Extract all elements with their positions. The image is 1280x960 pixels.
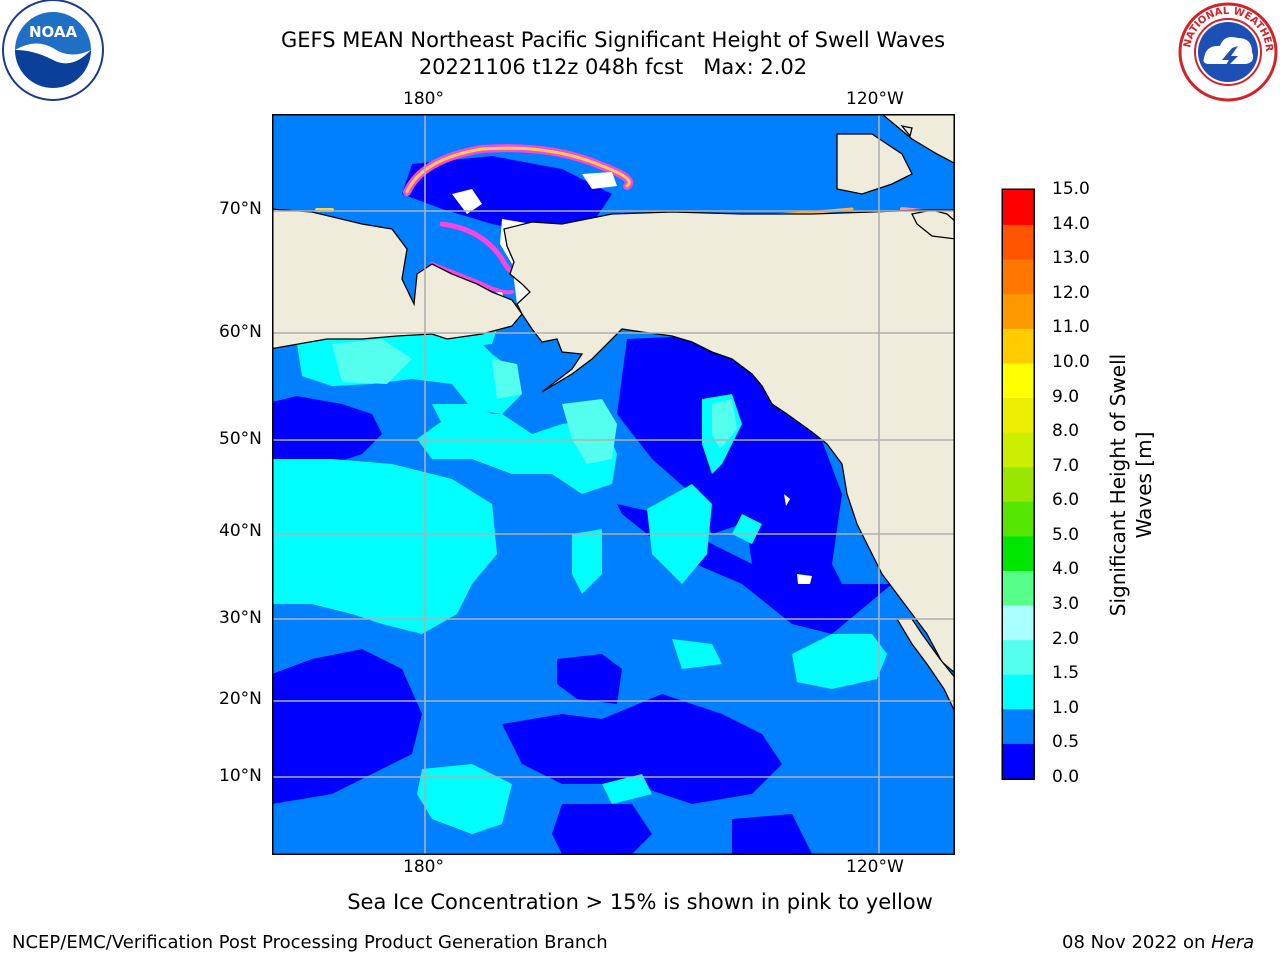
colorbar-cell [1003, 293, 1034, 329]
footer-host: Hera [1211, 932, 1255, 953]
colorbar-cell [1003, 259, 1034, 295]
lat-tick-10n: 10°N [219, 766, 262, 786]
lat-tick-30n: 30°N [219, 608, 262, 628]
nws-logo: NATIONAL WEATHER SERVICE [1176, 0, 1278, 102]
land [272, 114, 954, 712]
noaa-logo: NOAA [2, 0, 104, 101]
colorbar-cell [1003, 466, 1034, 502]
colorbar-cell [1003, 743, 1034, 779]
chart-title: GEFS MEAN Northeast Pacific Significant … [280, 28, 946, 52]
colorbar-tick-label: 12.0 [1052, 282, 1090, 303]
colorbar-tick-label: 0.0 [1052, 767, 1080, 787]
lat-tick-50n: 50°N [219, 429, 262, 449]
colorbar-tick-label: 1.5 [1052, 663, 1080, 684]
lat-tick-40n: 40°N [219, 521, 262, 541]
colorbar-tick-label: 11.0 [1052, 317, 1090, 338]
colorbar-cell [1003, 570, 1034, 606]
lon-tick-top-120w: 120°W [846, 89, 904, 109]
colorbar-cell [1003, 362, 1034, 399]
lon-tick-top-180: 180° [403, 89, 444, 109]
colorbar-tick-label: 9.0 [1052, 386, 1080, 407]
sea-ice-caption: Sea Ice Concentration > 15% is shown in … [347, 890, 933, 914]
colorbar-tick-label: 1.0 [1052, 697, 1080, 718]
colorbar-tick-label: 8.0 [1052, 421, 1080, 442]
graticule [272, 114, 954, 854]
colorbar-cell [1003, 224, 1034, 260]
lat-tick-60n: 60°N [219, 322, 262, 342]
colorbar-cell [1003, 328, 1034, 364]
map-frame [272, 114, 955, 855]
colorbar-cell [1003, 605, 1034, 641]
footer-date-text: 08 Nov 2022 on [1062, 932, 1212, 953]
lon-tick-bottom-120w: 120°W [846, 857, 904, 877]
colorbar-tick-label: 2.0 [1052, 628, 1080, 649]
colorbar-cell [1003, 535, 1034, 571]
colorbar-cell [1003, 501, 1034, 537]
colorbar-tick-label: 6.0 [1052, 490, 1080, 511]
lat-tick-20n: 20°N [219, 689, 262, 709]
chart-subtitle: 20221106 t12z 048h fcst Max: 2.02 [418, 55, 808, 79]
footer-credit: NCEP/EMC/Verification Post Processing Pr… [12, 932, 608, 953]
colorbar-tick-label: 0.5 [1052, 732, 1080, 753]
colorbar-tick-label: 5.0 [1052, 524, 1080, 545]
colorbar [1001, 188, 1035, 780]
map-panel [272, 114, 955, 855]
colorbar-tick-label: 4.0 [1052, 559, 1080, 580]
colorbar-tick-label: 13.0 [1052, 248, 1090, 269]
colorbar-tick-label: 7.0 [1052, 455, 1080, 476]
colorbar-label: Significant Height of Swell Waves [m] [1106, 353, 1156, 617]
colorbar-tick-label: 10.0 [1052, 351, 1090, 372]
colorbar-cell [1003, 708, 1034, 744]
colorbar-cell [1003, 674, 1034, 710]
colorbar-cell [1003, 639, 1034, 675]
colorbar-tick-label: 14.0 [1052, 213, 1090, 234]
lat-tick-70n: 70°N [219, 199, 262, 219]
lon-tick-bottom-180: 180° [403, 857, 444, 877]
noaa-logo-text: NOAA [29, 23, 78, 41]
colorbar-cell [1003, 190, 1034, 226]
footer-date: 08 Nov 2022 on Hera [1062, 932, 1254, 953]
colorbar-tick-label: 3.0 [1052, 594, 1080, 615]
colorbar-tick-label: 15.0 [1052, 179, 1090, 199]
colorbar-cell [1003, 397, 1034, 433]
colorbar-cell [1003, 432, 1034, 468]
